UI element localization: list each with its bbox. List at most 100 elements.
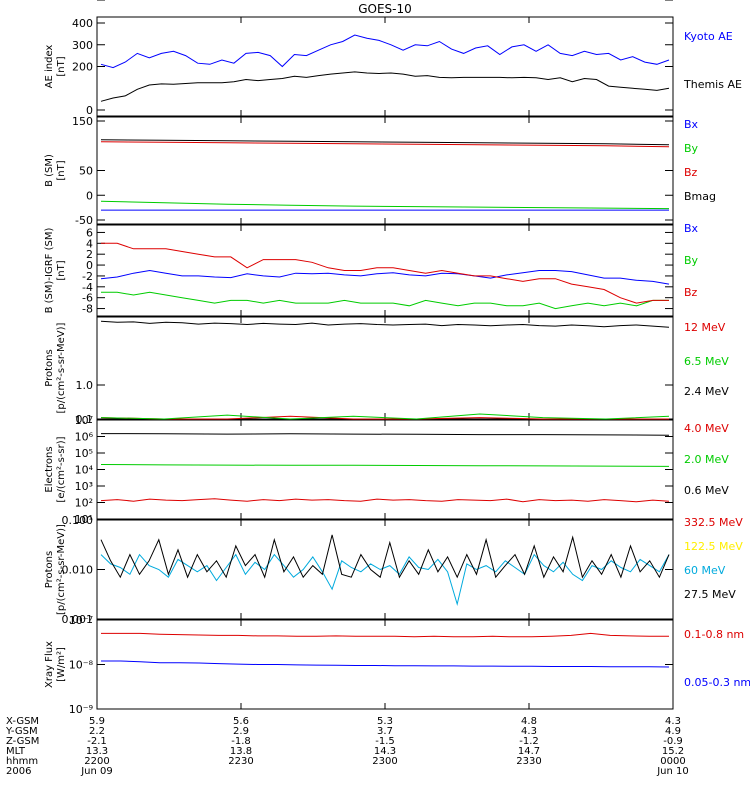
x-axis-value: 2200 bbox=[84, 756, 109, 767]
series-line-12-mev bbox=[100, 415, 669, 420]
x-axis-value: 5.3 bbox=[377, 716, 393, 727]
y-tick-label: 10⁻⁹ bbox=[69, 703, 93, 716]
x-axis-value: 4.9 bbox=[665, 726, 681, 737]
series-line-bz bbox=[100, 141, 670, 148]
x-axis-value: -1.5 bbox=[375, 736, 395, 747]
y-tick-label: 100 bbox=[72, 0, 93, 3]
x-axis-value: 2330 bbox=[516, 756, 541, 767]
legend-label: Bx bbox=[684, 118, 699, 131]
series-line-kyoto-ae bbox=[100, 34, 670, 69]
series-line-60-mev bbox=[100, 553, 670, 607]
legend-label: 27.5 MeV bbox=[684, 588, 736, 601]
series-line-by bbox=[100, 200, 670, 210]
legend-label: By bbox=[684, 254, 699, 267]
y-tick-label: 10³ bbox=[75, 480, 93, 493]
legend-label: Bx bbox=[684, 222, 699, 235]
series-line-0-6-mev bbox=[100, 433, 670, 436]
y-tick-label: 6 bbox=[86, 226, 93, 239]
series-line-6-5-mev bbox=[100, 413, 670, 420]
y-tick-label: 400 bbox=[72, 17, 93, 30]
legend-label: 2.0 MeV bbox=[684, 453, 729, 466]
legend-label: Bmag bbox=[684, 190, 716, 203]
y-tick-label: 0.001 bbox=[62, 613, 94, 626]
legend-label: 12 MeV bbox=[684, 321, 726, 334]
panel-5: 10¹ 10² 10³ 10⁴ 10⁵ 10⁶ 10⁷ Electrons [e/(cm²-s-… bbox=[44, 414, 729, 526]
y-axis-label: [W/m²] bbox=[56, 647, 67, 682]
panels: 0100200300400AE index[nT]Kyoto AEThemis … bbox=[44, 0, 750, 716]
y-tick-label: 0 bbox=[86, 189, 93, 202]
x-axis-value: 5.6 bbox=[233, 716, 249, 727]
y-tick-label: 0 bbox=[86, 104, 93, 117]
y-tick-label: -8 bbox=[82, 303, 93, 316]
y-tick-label: 0.1 bbox=[76, 413, 94, 426]
x-axis-value: 2.2 bbox=[89, 726, 105, 737]
y-tick-label: 0.100 bbox=[62, 514, 94, 527]
y-axis-label: Xray Flux bbox=[44, 641, 55, 688]
y-axis-label: B (SM)-IGRF (SM) bbox=[44, 228, 55, 314]
series-line-bz bbox=[101, 242, 669, 304]
y-tick-label: 1.0 bbox=[76, 379, 94, 392]
y-tick-label: 0.010 bbox=[62, 564, 94, 577]
x-axis-value: Jun 09 bbox=[80, 766, 113, 777]
series-line-4-0-mev bbox=[100, 498, 670, 503]
x-axis-value: 5.9 bbox=[89, 716, 105, 727]
y-tick-label: 4 bbox=[86, 237, 93, 250]
y-tick-label: 2 bbox=[86, 248, 93, 261]
legend-label: 6.5 MeV bbox=[684, 355, 729, 368]
x-axis-value: 4.3 bbox=[521, 726, 537, 737]
y-axis-label: B (SM) bbox=[44, 154, 55, 187]
x-axis-value: 2300 bbox=[372, 756, 397, 767]
x-axis-row-label: X-GSM bbox=[6, 716, 39, 727]
legend-label: 0.05-0.3 nm bbox=[684, 676, 750, 689]
y-tick-label: 200 bbox=[72, 61, 93, 74]
series-line-by bbox=[101, 291, 669, 310]
y-tick-label: 10⁻⁷ bbox=[69, 614, 93, 627]
x-axis-value: 2.9 bbox=[233, 726, 249, 737]
y-tick-label: 100.0 bbox=[62, 0, 94, 3]
y-tick-label: 10⁶ bbox=[75, 431, 94, 444]
x-axis-value: 3.7 bbox=[377, 726, 393, 737]
y-tick-label: 10⁻⁸ bbox=[69, 659, 94, 672]
y-tick-label: -2 bbox=[82, 270, 93, 283]
y-axis-label: [nT] bbox=[56, 160, 67, 180]
x-axis-value: -0.9 bbox=[663, 736, 683, 747]
x-axis-value: -1.8 bbox=[231, 736, 251, 747]
series-line-bx bbox=[100, 269, 670, 285]
legend-label: 332.5 MeV bbox=[684, 516, 743, 529]
y-tick-label: 10⁷ bbox=[75, 414, 93, 427]
y-tick-label: 100 bbox=[72, 0, 93, 3]
y-tick-label: 10⁵ bbox=[75, 447, 93, 460]
y-tick-label: 50 bbox=[79, 165, 93, 178]
series-line-2-4-mev bbox=[100, 320, 670, 328]
x-axis-value: 15.2 bbox=[662, 746, 684, 757]
x-axis-value: 4.8 bbox=[521, 716, 537, 727]
y-axis-label: [p/(cm²-s-sr-MeV)] bbox=[56, 524, 67, 615]
x-axis-row-label: Z-GSM bbox=[6, 736, 39, 747]
y-axis-label: [e/(cm²-s-sr)] bbox=[56, 436, 67, 502]
y-tick-label: 300 bbox=[72, 39, 93, 52]
y-tick-label: -6 bbox=[82, 292, 93, 305]
y-axis-label: [nT] bbox=[56, 56, 67, 76]
series-line-0-05-0-3-nm bbox=[101, 660, 670, 668]
series-line-2-0-mev bbox=[100, 464, 670, 467]
series-line-themis-ae bbox=[100, 71, 670, 102]
legend-label: 122.5 MeV bbox=[684, 540, 743, 553]
legend-label: 4.0 MeV bbox=[684, 422, 729, 435]
panel-frame bbox=[96, 16, 674, 117]
x-axis-value: 13.8 bbox=[230, 746, 252, 757]
series-line-27-5-mev bbox=[100, 534, 670, 579]
x-axis-value: 14.3 bbox=[374, 746, 396, 757]
legend-label: Themis AE bbox=[683, 78, 742, 91]
panel-1: 0 100 200 300 400 AE index[nT] Kyoto AE Themis … bbox=[44, 0, 742, 117]
x-axis-value: 0000 bbox=[660, 756, 685, 767]
series-line-bmag bbox=[100, 139, 670, 146]
y-tick-label: 10⁴ bbox=[75, 464, 94, 477]
y-tick-label: -50 bbox=[75, 214, 93, 227]
legend-label: Bz bbox=[684, 286, 698, 299]
x-axis-value: 4.3 bbox=[665, 716, 681, 727]
y-tick-label: -4 bbox=[82, 281, 93, 294]
